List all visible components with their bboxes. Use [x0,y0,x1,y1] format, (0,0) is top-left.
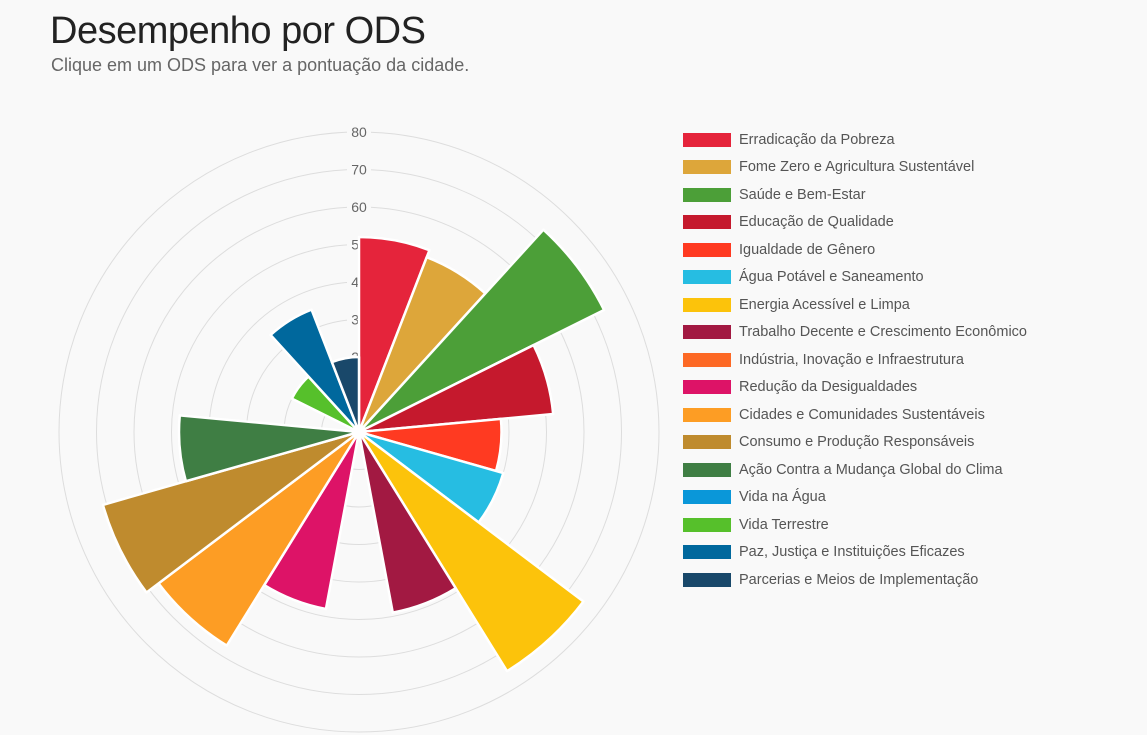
legend-item-ods-17[interactable]: Parcerias e Meios de Implementação [683,566,1027,594]
legend-swatch [683,325,731,340]
legend-item-ods-15[interactable]: Vida Terrestre [683,511,1027,539]
legend-label: Energia Acessível e Limpa [739,296,910,313]
legend-item-ods-16[interactable]: Paz, Justiça e Instituições Eficazes [683,539,1027,567]
legend-label: Ação Contra a Mudança Global do Clima [739,461,1003,478]
legend-label: Água Potável e Saneamento [739,269,924,286]
page-subtitle: Clique em um ODS para ver a pontuação da… [51,55,470,75]
legend-item-ods-4[interactable]: Educação de Qualidade [683,209,1027,237]
legend-swatch [683,215,731,230]
legend-swatch [683,572,731,587]
legend-label: Indústria, Inovação e Infraestrutura [739,351,964,368]
chart-slices [101,228,606,673]
tick-label-bg [347,198,371,214]
legend-swatch [683,270,731,285]
legend-label: Vida na Água [739,489,826,506]
legend-item-ods-1[interactable]: Erradicação da Pobreza [683,126,1027,154]
legend-item-ods-12[interactable]: Consumo e Produção Responsáveis [683,429,1027,457]
legend-swatch [683,380,731,395]
legend-item-ods-10[interactable]: Redução da Desigualdades [683,374,1027,402]
legend-label: Vida Terrestre [739,516,829,533]
legend-item-ods-9[interactable]: Indústria, Inovação e Infraestrutura [683,346,1027,374]
legend-swatch [683,297,731,312]
legend-item-ods-5[interactable]: Igualdade de Gênero [683,236,1027,264]
slice-ods-12[interactable] [101,430,361,594]
legend-swatch [683,407,731,422]
legend-label: Paz, Justiça e Instituições Eficazes [739,544,965,561]
legend-item-ods-2[interactable]: Fome Zero e Agricultura Sustentável [683,154,1027,182]
slice-ods-8[interactable] [357,430,457,614]
legend-swatch [683,187,731,202]
legend-item-ods-13[interactable]: Ação Contra a Mudança Global do Clima [683,456,1027,484]
legend-item-ods-14[interactable]: Vida na Água [683,484,1027,512]
legend-swatch [683,462,731,477]
slice-ods-3[interactable] [357,228,606,434]
tick-label-bg [347,123,371,139]
legend-label: Igualdade de Gênero [739,241,876,258]
slice-ods-16[interactable] [269,308,361,434]
slice-ods-4[interactable] [357,343,555,434]
legend-item-ods-6[interactable]: Água Potável e Saneamento [683,264,1027,292]
legend-label: Consumo e Produção Responsáveis [739,434,975,451]
legend-swatch [683,517,731,532]
legend-label: Parcerias e Meios de Implementação [739,571,979,588]
legend-label: Erradicação da Pobreza [739,131,895,148]
legend-swatch [683,545,731,560]
legend-label: Cidades e Comunidades Sustentáveis [739,406,985,423]
legend-label: Fome Zero e Agricultura Sustentável [739,159,975,176]
tick-label-bg [347,160,371,177]
legend-label: Redução da Desigualdades [739,379,918,396]
slice-ods-7[interactable] [357,430,585,673]
legend-item-ods-7[interactable]: Energia Acessível e Limpa [683,291,1027,319]
tick-label: 80 [351,124,367,140]
legend-item-ods-8[interactable]: Trabalho Decente e Crescimento Econômico [683,319,1027,347]
legend-swatch [683,490,731,505]
legend-label: Educação de Qualidade [739,214,894,231]
slice-ods-13[interactable] [177,414,361,483]
legend-swatch [683,160,731,175]
chart-legend: Erradicação da Pobreza Fome Zero e Agricu… [683,126,1027,594]
legend-swatch [683,352,731,367]
tick-label: 60 [351,199,367,215]
legend-swatch [683,435,731,450]
legend-label: Saúde e Bem-Estar [739,186,866,203]
page-title: Desempenho por ODS [50,10,426,52]
tick-label: 70 [351,162,367,178]
legend-item-ods-3[interactable]: Saúde e Bem-Estar [683,181,1027,209]
slice-ods-17[interactable] [330,355,361,434]
legend-swatch [683,242,731,257]
legend-label: Trabalho Decente e Crescimento Econômico [739,324,1027,341]
legend-swatch [683,132,731,147]
legend-item-ods-11[interactable]: Cidades e Comunidades Sustentáveis [683,401,1027,429]
